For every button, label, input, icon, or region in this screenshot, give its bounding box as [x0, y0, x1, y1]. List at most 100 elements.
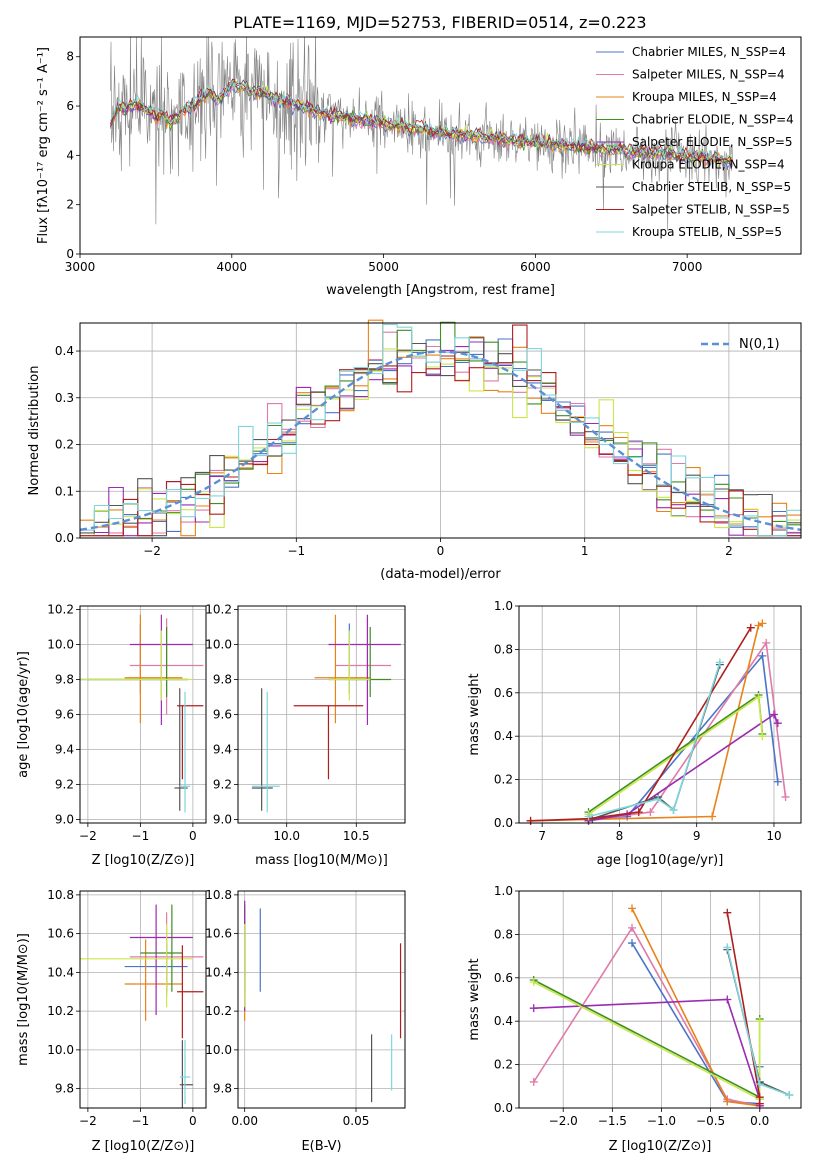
weight-marker [769, 710, 778, 719]
y-tick-label: 0 [66, 247, 74, 261]
x-tick-label: 5000 [368, 260, 399, 274]
y-tick-label: 10.8 [47, 888, 74, 902]
x-axis-label: mass [log10(M/M⊙)] [255, 853, 388, 868]
data-point-4 [349, 627, 392, 697]
y-tick-label: 9.2 [55, 778, 74, 792]
axes-frame [79, 605, 207, 824]
y-tick-label: 10.0 [205, 638, 232, 652]
weight-marker [755, 1080, 764, 1089]
weight-marker [723, 1097, 732, 1106]
histogram-9 [80, 323, 801, 537]
data-point-8 [177, 945, 204, 1039]
x-tick-label: −2.0 [549, 1114, 578, 1128]
x-tick-label: 9 [693, 829, 701, 843]
figure-title: PLATE=1169, MJD=52753, FIBERID=0514, z=0… [233, 13, 646, 32]
x-tick-label: 4000 [217, 260, 248, 274]
weight-marker [627, 923, 636, 932]
panel-2: −2 −1 0 1 2 0.0 0.1 0.2 0.3 0.4 (data-model)/error… [27, 319, 802, 582]
data-point-5 [129, 904, 193, 1015]
plot-area [526, 619, 790, 825]
x-tick-label: 10.0 [273, 829, 300, 843]
x-tick-label: 0 [189, 829, 197, 843]
x-tick-label: −1 [132, 829, 150, 843]
legend-label: Salpeter STELIB, N_SSP=5 [632, 203, 790, 217]
y-tick-label: 8 [66, 50, 74, 64]
y-tick-label: 0.0 [494, 816, 513, 830]
legend-label: Chabrier MILES, N_SSP=4 [632, 45, 786, 59]
data-point-2 [335, 618, 392, 715]
y-tick-label: 9.0 [55, 813, 74, 827]
y-tick-label: 9.8 [55, 1082, 74, 1096]
y-tick-label: 9.2 [213, 778, 232, 792]
y-axis-label: age [log10(age/yr)] [16, 651, 31, 778]
weight-marker [755, 1099, 764, 1108]
y-tick-label: 0.2 [494, 1058, 513, 1072]
y-tick-label: 10.6 [47, 927, 74, 941]
axes-frame [518, 890, 802, 1109]
observed-spectrum [110, 37, 733, 231]
y-tick-label: 10.2 [47, 1004, 74, 1018]
x-tick-label: 0 [437, 544, 445, 558]
y-tick-label: 0.8 [494, 927, 513, 941]
y-tick-label: 10.0 [205, 1043, 232, 1057]
y-axis-label: mass weight [467, 958, 482, 1040]
weight-marker [754, 693, 763, 702]
data-point-9 [179, 691, 191, 813]
panel-4: 10.0 10.5 9.0 9.2 9.4 9.6 9.8 10.0 10.2 mass [log… [205, 603, 406, 868]
x-tick-label: 8 [616, 829, 624, 843]
model-spectrum-9 [110, 80, 732, 161]
y-tick-label: 0.4 [494, 729, 513, 743]
y-tick-label: 9.6 [213, 708, 232, 722]
data-point-1 [80, 623, 188, 694]
panel-3: −2 −1 0 9.0 9.2 9.4 9.6 9.8 10.0 10.2 Z [log10(Z/Z… [16, 603, 207, 868]
panel-6: −2 −1 0 9.8 10.0 10.2 10.4 10.6 10.8 Z [log10(Z/Z… [16, 888, 207, 1154]
axes-frame [79, 322, 802, 539]
weight-line-8 [530, 627, 752, 822]
x-axis-label: Z [log10(Z/Z⊙)] [92, 1139, 195, 1154]
y-tick-label: 0.2 [55, 438, 74, 452]
weight-marker [654, 795, 663, 804]
weight-marker [785, 1090, 794, 1099]
y-tick-label: 0.8 [494, 642, 513, 656]
x-tick-label: 10 [766, 829, 781, 843]
x-tick-label: 6000 [520, 260, 551, 274]
data-point-6 [80, 923, 193, 1008]
y-tick-label: 1.0 [494, 599, 513, 613]
data-point-8 [177, 705, 204, 780]
x-axis-label: Z [log10(Z/Z⊙)] [92, 853, 195, 868]
weight-line-4 [533, 979, 761, 1099]
weight-marker [781, 792, 790, 801]
legend-label: Kroupa STELIB, N_SSP=5 [632, 225, 782, 239]
y-tick-label: 0.6 [494, 971, 513, 985]
histogram-4 [80, 321, 801, 537]
x-tick-label: 2 [725, 544, 733, 558]
legend-label: Chabrier STELIB, N_SSP=5 [632, 180, 791, 194]
y-tick-label: 0.4 [494, 1014, 513, 1028]
weight-line-5 [533, 998, 761, 1106]
panel-8: −2.0 −1.5 −1.0 −0.5 0.0 0.0 0.2 0.4 0.6 0.8 1.0 Z [… [467, 884, 802, 1154]
x-tick-label: 10.5 [343, 829, 370, 843]
data-point-3 [124, 939, 183, 1021]
weight-marker [746, 623, 755, 632]
x-tick-label: 3000 [65, 260, 96, 274]
plot-area [79, 319, 802, 537]
data-point-6 [328, 630, 371, 701]
weight-marker [758, 732, 767, 741]
weight-line-1 [631, 942, 761, 1105]
weight-marker [627, 904, 636, 913]
legend-label: Salpeter ELODIE, N_SSP=5 [632, 135, 793, 149]
y-tick-label: 0.0 [494, 1101, 513, 1115]
weight-marker [723, 943, 732, 952]
weight-marker [529, 978, 538, 987]
y-axis-label: Normed distribution [27, 366, 42, 496]
weight-marker [758, 619, 767, 628]
weight-marker [755, 1017, 764, 1026]
data-point-9 [179, 1040, 191, 1105]
y-tick-label: 1.0 [494, 884, 513, 898]
panel-5: 7 8 9 10 0.0 0.2 0.4 0.6 0.8 1.0 age [log10(age/yr… [467, 599, 802, 868]
y-tick-label: 10.2 [47, 603, 74, 617]
plot-area [529, 904, 794, 1110]
weight-marker [773, 777, 782, 786]
y-tick-label: 0.1 [55, 484, 74, 498]
